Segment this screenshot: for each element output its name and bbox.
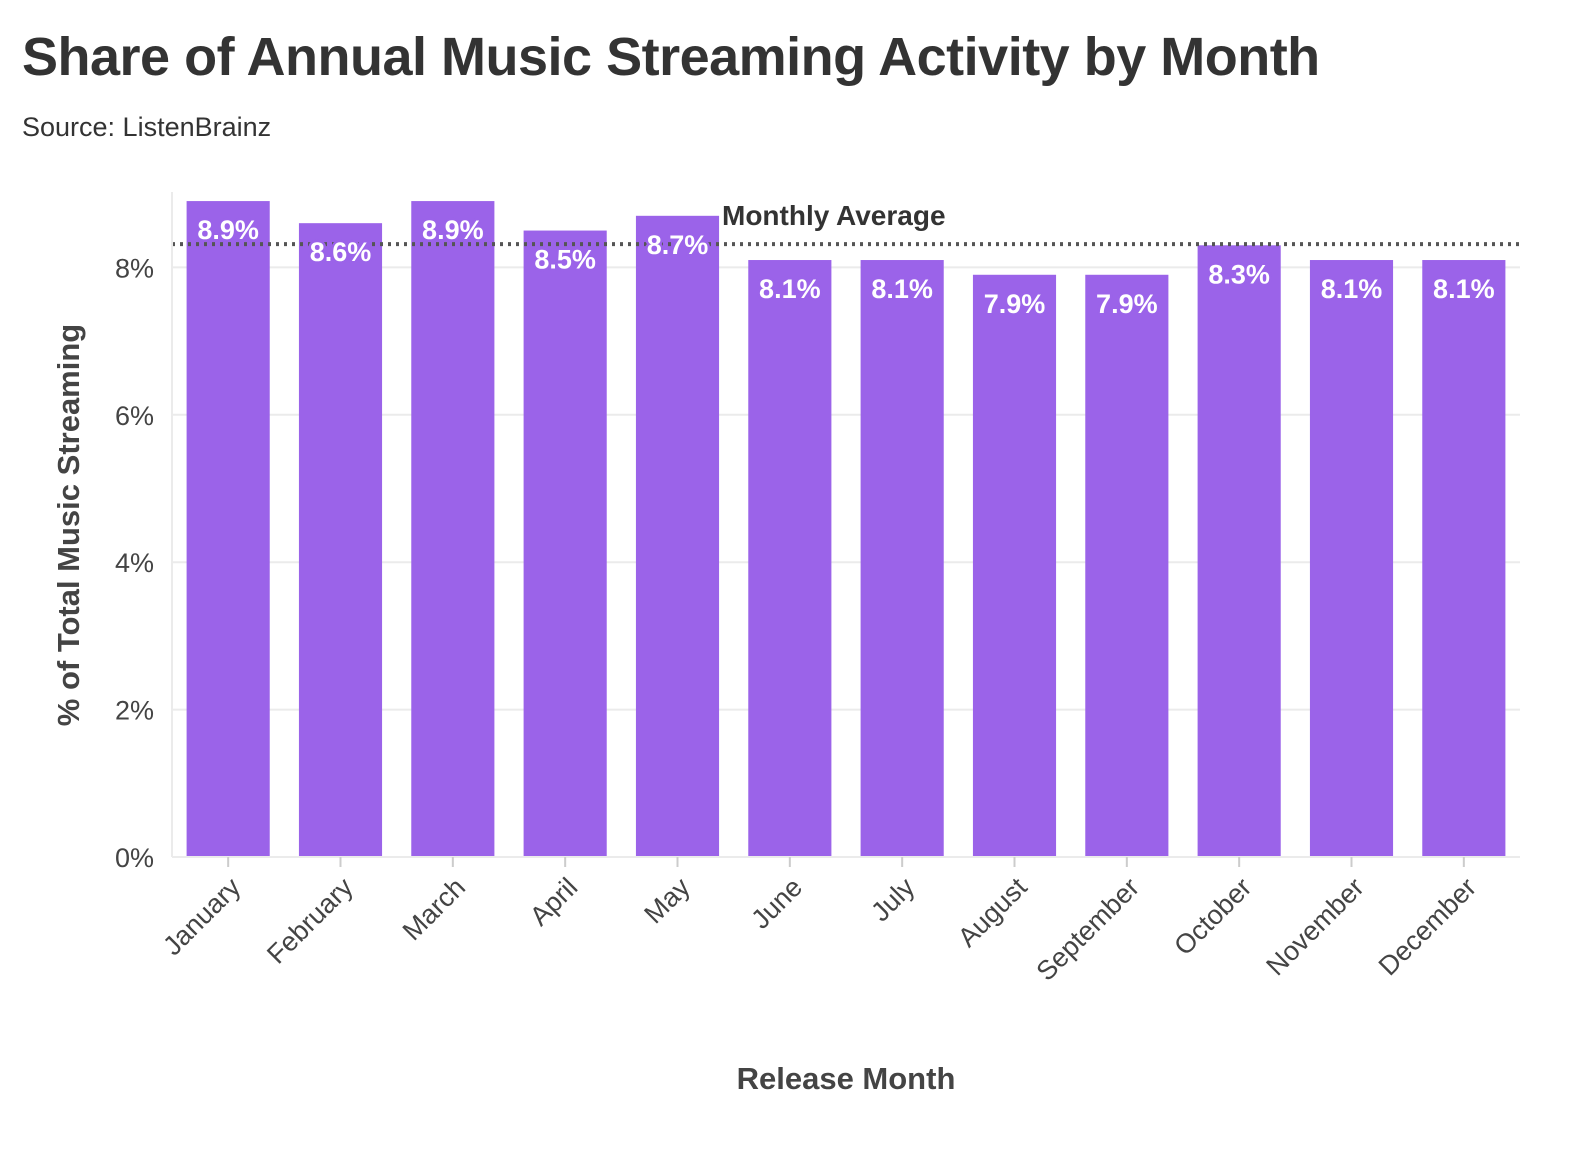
data-labels: 8.9% 8.6% 8.9% 8.5% 8.7% 8.1% 8.1% 7.9% 7.9% 8.3%… <box>195 213 1497 322</box>
bar-may <box>635 215 720 857</box>
bar-january <box>186 201 270 857</box>
bar-august <box>972 274 1057 857</box>
bar-march <box>411 201 495 857</box>
y-tick-label: 2% <box>115 696 154 726</box>
data-label: 7.9% <box>1096 289 1158 319</box>
x-axis-title: Release Month <box>737 1061 956 1096</box>
x-tick-label: November <box>1260 872 1369 981</box>
bar-november <box>1309 260 1394 857</box>
y-tick-label: 4% <box>115 548 154 578</box>
bar-september <box>1085 274 1169 857</box>
x-tick-label: June <box>745 872 808 935</box>
bar-july <box>860 260 944 857</box>
x-tick-label: April <box>524 872 583 931</box>
data-label: 8.1% <box>1321 274 1383 304</box>
data-label: 8.1% <box>1433 274 1495 304</box>
y-tick-label: 6% <box>115 401 154 431</box>
data-label: 8.5% <box>534 245 596 275</box>
average-reference: Monthly Average <box>172 198 1520 247</box>
x-tick-label: July <box>865 872 921 928</box>
x-tick-label: September <box>1030 872 1145 987</box>
chart-subtitle: Source: ListenBrainz <box>22 112 272 142</box>
data-label: 8.9% <box>422 215 484 245</box>
data-label: 7.9% <box>984 289 1046 319</box>
x-tick-label: May <box>638 872 696 930</box>
chart-title: Share of Annual Music Streaming Activity… <box>22 27 1320 87</box>
data-label: 8.7% <box>647 230 709 260</box>
x-tick-label: February <box>261 872 359 970</box>
x-tick-label: October <box>1168 872 1257 961</box>
bars <box>186 201 1506 858</box>
data-label: 8.1% <box>871 274 933 304</box>
x-tick-label: January <box>157 872 246 961</box>
y-axis: 0% 2% 4% 6% 8% <box>115 192 173 873</box>
x-tick-label: December <box>1373 872 1482 981</box>
x-tick-label: March <box>397 872 471 946</box>
data-label: 8.1% <box>759 274 821 304</box>
bar-october <box>1197 245 1281 858</box>
y-tick-label: 8% <box>115 253 154 283</box>
data-label: 8.3% <box>1208 259 1270 289</box>
bar-april <box>523 230 607 858</box>
bar-december <box>1422 260 1506 857</box>
bar-february <box>298 223 383 857</box>
x-tick-label: August <box>952 872 1033 953</box>
data-label: 8.9% <box>197 215 259 245</box>
average-label: Monthly Average <box>722 200 946 231</box>
y-axis-title: % of Total Music Streaming <box>51 324 86 726</box>
x-axis: January February March April May June July Augu… <box>157 856 1520 987</box>
data-label: 8.6% <box>310 237 372 267</box>
bar-june <box>748 260 832 857</box>
y-tick-label: 0% <box>115 843 154 873</box>
